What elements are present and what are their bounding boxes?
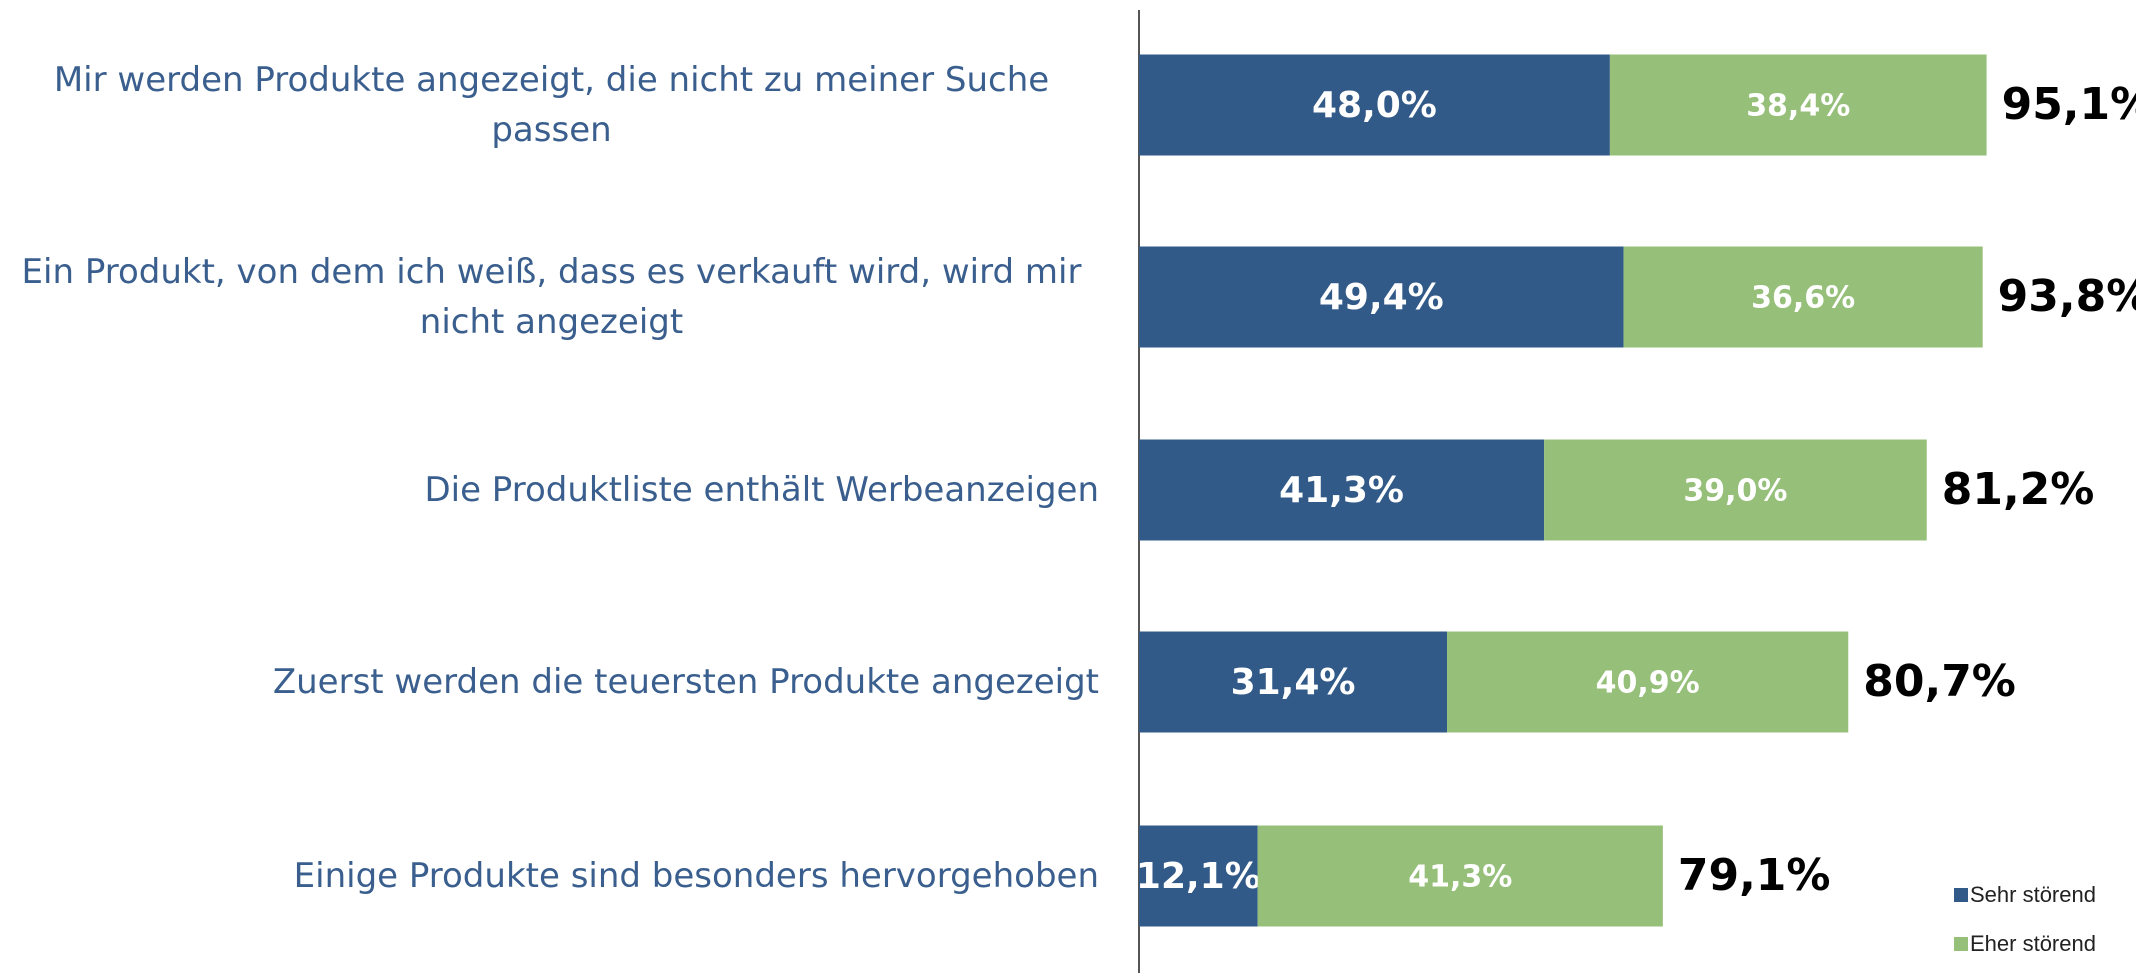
legend-label: Sehr störend bbox=[1970, 882, 2096, 907]
total-label: 81,2% bbox=[1942, 464, 2095, 515]
value-label: 36,6% bbox=[1751, 281, 1855, 316]
bar-segment bbox=[1139, 54, 1610, 156]
bar-segment bbox=[1139, 246, 1624, 348]
legend-swatch bbox=[1954, 888, 1968, 902]
bar-segment bbox=[1609, 54, 1987, 156]
category-text: Einige Produkte sind besonders hervorgeh… bbox=[293, 856, 1099, 896]
category-label: Zuerst werden die teuersten Produkte ang… bbox=[4, 627, 1099, 737]
value-label: 41,3% bbox=[1408, 860, 1512, 895]
bar-segment bbox=[1544, 439, 1927, 541]
value-label: 48,0% bbox=[1312, 85, 1437, 126]
category-label: Ein Produkt, von dem ich weiß, dass es v… bbox=[4, 242, 1099, 352]
category-text: Mir werden Produkte angezeigt, die nicht… bbox=[53, 60, 1050, 150]
bar-segment bbox=[1139, 825, 1258, 927]
value-label: 12,1% bbox=[1136, 856, 1261, 897]
total-label: 80,7% bbox=[1863, 656, 2016, 707]
category-text: Die Produktliste enthält Werbeanzeigen bbox=[424, 470, 1099, 510]
bar-segment bbox=[1257, 825, 1663, 927]
category-text: Zuerst werden die teuersten Produkte ang… bbox=[272, 662, 1099, 702]
total-label: 79,1% bbox=[1678, 850, 1831, 901]
category-label: Mir werden Produkte angezeigt, die nicht… bbox=[4, 50, 1099, 160]
category-label: Die Produktliste enthält Werbeanzeigen bbox=[4, 435, 1099, 545]
category-text: Ein Produkt, von dem ich weiß, dass es v… bbox=[21, 252, 1082, 342]
total-label: 93,8% bbox=[1998, 271, 2136, 322]
bar-segment bbox=[1139, 631, 1448, 733]
total-label: 95,1% bbox=[2002, 79, 2136, 130]
value-label: 40,9% bbox=[1596, 666, 1700, 701]
legend-swatch bbox=[1954, 937, 1968, 951]
bar-segment bbox=[1139, 439, 1545, 541]
value-label: 31,4% bbox=[1231, 662, 1356, 703]
bar-segment bbox=[1447, 631, 1849, 733]
bar-segment bbox=[1623, 246, 1983, 348]
value-label: 38,4% bbox=[1746, 89, 1850, 124]
value-label: 41,3% bbox=[1279, 470, 1404, 511]
category-label: Einige Produkte sind besonders hervorgeh… bbox=[4, 821, 1099, 931]
value-label: 39,0% bbox=[1683, 474, 1787, 509]
value-label: 49,4% bbox=[1319, 277, 1444, 318]
legend-label: Eher störend bbox=[1970, 931, 2096, 956]
